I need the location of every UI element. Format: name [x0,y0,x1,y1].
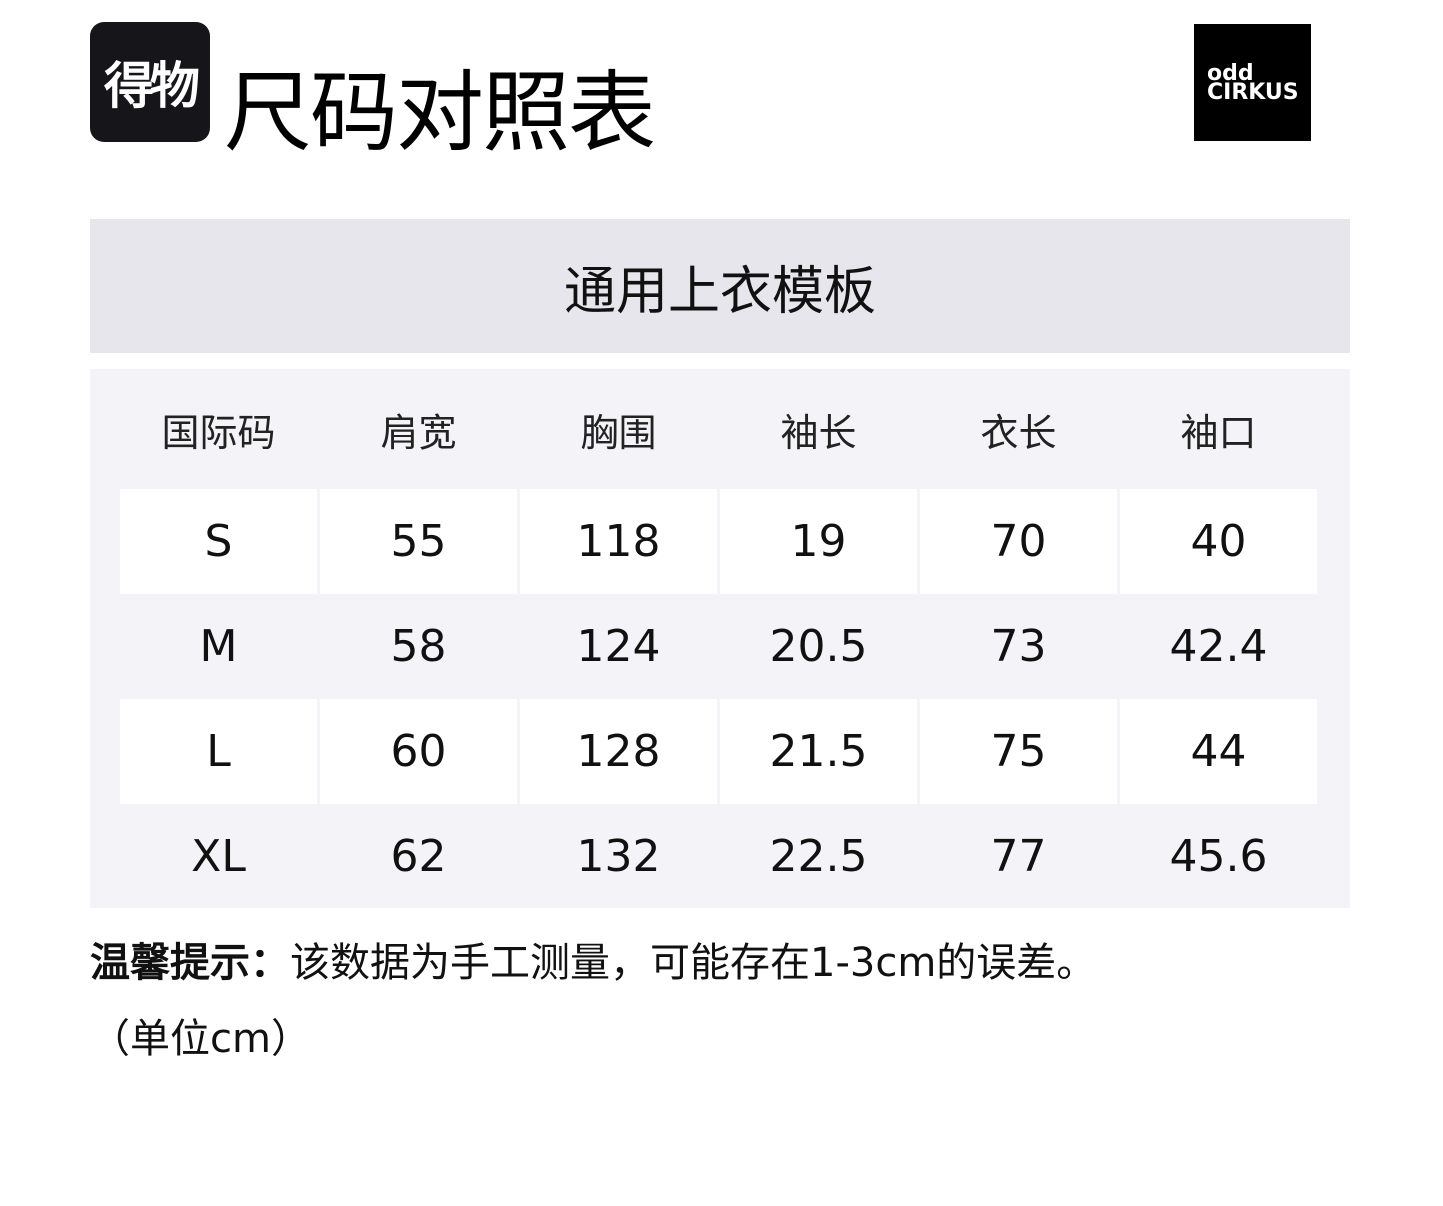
table-cell: XL [191,831,246,882]
table-cell: 58 [390,621,447,672]
template-title: 通用上衣模板 [90,219,1350,353]
column-header: 衣长 [980,410,1057,455]
table-cell: 77 [990,831,1047,882]
table-cell: M [199,621,238,672]
table-cell: 60 [320,699,517,804]
table-row: L 60 128 21.5 75 44 [90,699,1350,804]
table-cell: 21.5 [720,699,917,804]
table-cell: 19 [720,489,917,594]
table-cell: 118 [520,489,717,594]
table-cell: 128 [520,699,717,804]
table-cell: 132 [576,831,661,882]
table-cell: 75 [920,699,1117,804]
brand-line1: odd [1207,60,1254,86]
table-cell: 45.6 [1169,831,1268,882]
table-row: M 58 124 20.5 73 42.4 [90,594,1350,699]
table-cell: 22.5 [769,831,868,882]
table-cell: 70 [920,489,1117,594]
table-cell: 40 [1120,489,1317,594]
table-cell: L [120,699,317,804]
table-row: S 55 118 19 70 40 [90,489,1350,594]
table-row: XL 62 132 22.5 77 45.6 [90,804,1350,909]
table-cell: 20.5 [769,621,868,672]
column-header: 肩宽 [380,410,457,455]
table-cell: 73 [990,621,1047,672]
size-table: 国际码 肩宽 胸围 袖长 衣长 袖口 S 55 118 19 70 40 M 58 124 20.5 73 42… [90,369,1350,908]
table-cell: 62 [390,831,447,882]
page-title: 尺码对照表 [224,61,656,164]
column-header: 国际码 [161,410,276,455]
note-text: 该数据为手工测量，可能存在1-3cm的误差。 [290,940,1097,986]
brand-logo: odd CIRKUS [1194,24,1311,141]
note-label: 温馨提示： [90,940,290,986]
dewu-logo: 得物 [90,22,210,142]
table-cell: 55 [320,489,517,594]
table-header: 国际码 肩宽 胸围 袖长 衣长 袖口 [90,369,1350,489]
table-cell: 124 [576,621,661,672]
column-header: 袖长 [780,410,857,455]
brand-line2: CIRKUS [1207,79,1299,105]
column-header: 胸围 [580,410,657,455]
note-unit: （单位cm） [90,1016,311,1062]
table-cell: 44 [1120,699,1317,804]
table-cell: S [120,489,317,594]
table-cell: 42.4 [1169,621,1268,672]
column-header: 袖口 [1180,410,1257,455]
note: 温馨提示：该数据为手工测量，可能存在1-3cm的误差。 （单位cm） [90,925,1390,1077]
